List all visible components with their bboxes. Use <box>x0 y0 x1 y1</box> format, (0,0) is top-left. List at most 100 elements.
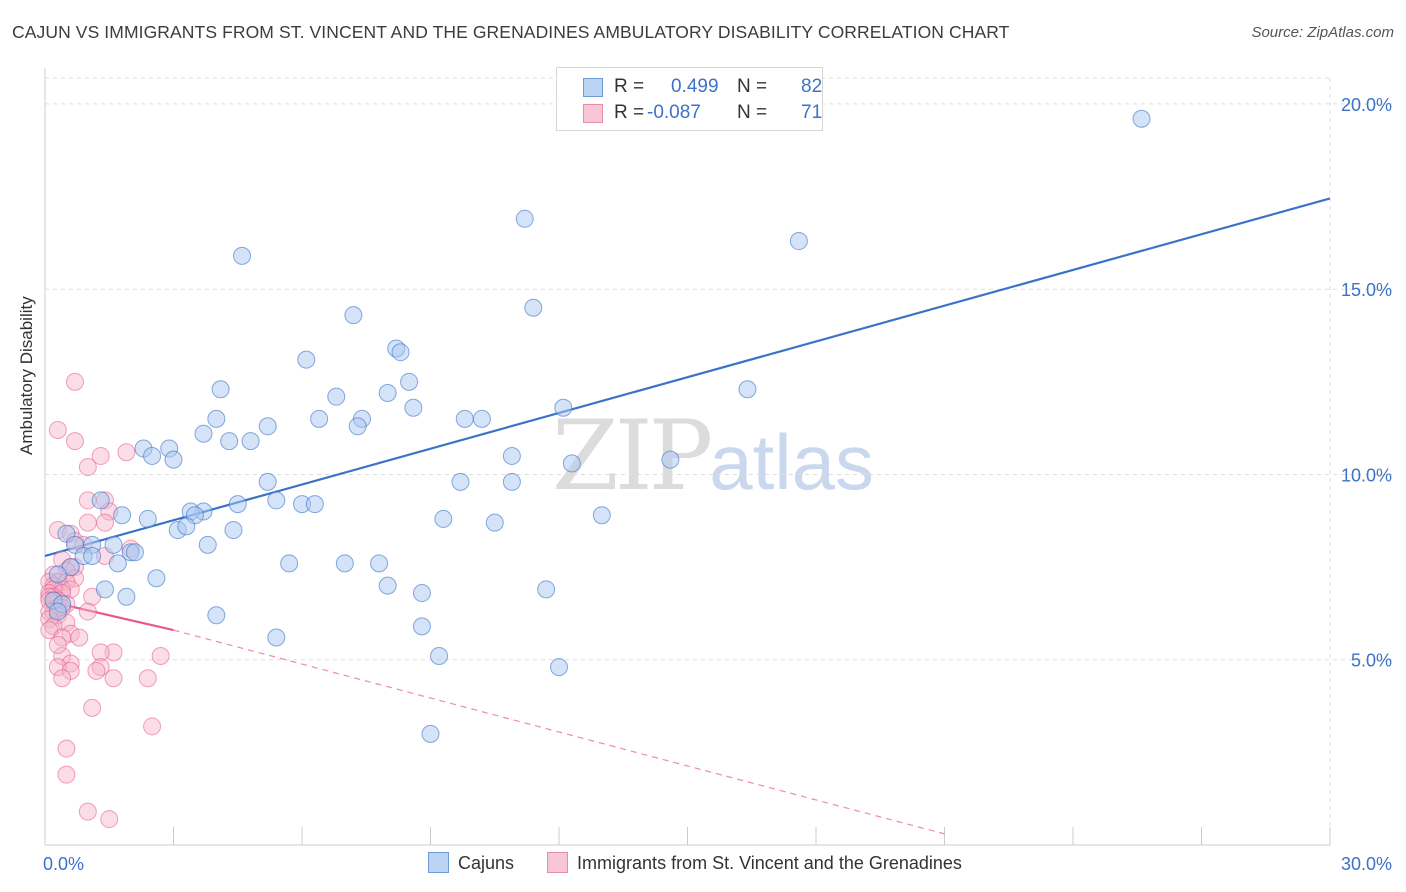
data-point-cajuns <box>280 554 299 573</box>
data-point-immigrants <box>83 698 102 717</box>
data-point-cajuns <box>91 491 110 510</box>
data-point-immigrants <box>65 432 84 451</box>
data-point-cajuns <box>562 454 581 473</box>
data-point-cajuns <box>502 472 521 491</box>
watermark-atlas: atlas <box>709 418 874 506</box>
watermark-zip: ZIP <box>552 400 713 512</box>
data-point-cajuns <box>370 554 389 573</box>
data-point-cajuns <box>412 617 431 636</box>
data-point-cajuns <box>143 446 162 465</box>
data-point-cajuns <box>104 535 123 554</box>
x-tick-label: 30.0% <box>1341 854 1392 874</box>
data-point-cajuns <box>177 517 196 536</box>
data-point-cajuns <box>267 628 286 647</box>
legend-item-immigrants[interactable]: Immigrants from St. Vincent and the Gren… <box>547 852 962 874</box>
data-point-immigrants <box>57 765 76 784</box>
data-point-immigrants <box>104 669 123 688</box>
data-point-cajuns <box>400 372 419 391</box>
data-point-cajuns <box>524 298 543 317</box>
chart-title: CAJUN VS IMMIGRANTS FROM ST. VINCENT AND… <box>12 22 1010 42</box>
watermark: ZIPatlas <box>552 400 874 512</box>
data-point-cajuns <box>211 380 230 399</box>
data-point-immigrants <box>78 513 97 532</box>
data-point-cajuns <box>378 383 397 402</box>
data-point-cajuns <box>451 472 470 491</box>
legend-swatch-pink <box>547 852 569 873</box>
legend-item-cajuns[interactable]: Cajuns <box>428 852 514 874</box>
data-point-cajuns <box>344 306 363 325</box>
data-point-cajuns <box>404 398 423 417</box>
data-point-cajuns <box>207 606 226 625</box>
data-point-cajuns <box>48 565 67 584</box>
tick-labels: 5.0% 10.0% 15.0% 20.0% 0.0% 30.0% <box>43 95 1392 874</box>
y-axis-label: Ambulatory Disability <box>17 296 36 455</box>
data-point-immigrants <box>65 372 84 391</box>
data-point-cajuns <box>434 509 453 528</box>
data-point-cajuns <box>515 209 534 228</box>
trend-line-immigrants-extrapolated <box>173 629 945 835</box>
data-point-cajuns <box>267 491 286 510</box>
data-point-cajuns <box>310 409 329 428</box>
legend-r-label: R = <box>614 76 645 97</box>
data-point-cajuns <box>258 417 277 436</box>
data-point-cajuns <box>83 546 102 565</box>
legend-label-cajuns: Cajuns <box>458 853 515 873</box>
data-point-cajuns <box>198 535 217 554</box>
data-point-cajuns <box>335 554 354 573</box>
data-point-cajuns <box>164 450 183 469</box>
y-tick-label: 15.0% <box>1341 280 1392 300</box>
data-point-cajuns <box>738 380 757 399</box>
y-tick-label: 5.0% <box>1351 651 1392 671</box>
data-point-cajuns <box>108 554 127 573</box>
data-point-cajuns <box>228 495 247 514</box>
legend-swatch-blue <box>583 78 603 97</box>
data-point-cajuns <box>207 409 226 428</box>
data-point-cajuns <box>1132 109 1151 128</box>
data-point-cajuns <box>117 587 136 606</box>
trend-lines <box>44 197 1331 835</box>
data-point-cajuns <box>113 506 132 525</box>
data-point-cajuns <box>391 343 410 362</box>
data-point-immigrants <box>78 602 97 621</box>
data-point-immigrants <box>138 669 157 688</box>
data-point-cajuns <box>592 506 611 525</box>
data-point-cajuns <box>258 472 277 491</box>
data-point-immigrants <box>91 446 110 465</box>
data-point-cajuns <box>125 543 144 562</box>
data-points <box>40 109 1151 829</box>
y-tick-label: 20.0% <box>1341 95 1392 115</box>
data-point-cajuns <box>194 424 213 443</box>
data-point-immigrants <box>104 643 123 662</box>
data-point-cajuns <box>95 580 114 599</box>
data-point-immigrants <box>143 717 162 736</box>
data-point-cajuns <box>537 580 556 599</box>
data-point-cajuns <box>138 509 157 528</box>
data-point-cajuns <box>147 569 166 588</box>
data-point-cajuns <box>430 647 449 666</box>
data-point-cajuns <box>48 602 67 621</box>
data-point-cajuns <box>554 398 573 417</box>
data-point-cajuns <box>241 432 260 451</box>
data-point-immigrants <box>48 635 67 654</box>
legend-n-label: N = <box>737 102 768 123</box>
trend-line-cajuns <box>44 197 1331 558</box>
data-point-cajuns <box>455 409 474 428</box>
data-point-cajuns <box>305 495 324 514</box>
data-point-cajuns <box>789 232 808 251</box>
axes <box>44 68 1331 846</box>
data-point-cajuns <box>550 658 568 677</box>
data-point-cajuns <box>233 246 252 265</box>
data-point-cajuns <box>661 450 680 469</box>
legend-n-value: 82 <box>801 76 823 97</box>
data-point-immigrants <box>70 628 89 647</box>
data-point-cajuns <box>348 417 367 436</box>
source-label: Source: ZipAtlas.com <box>1251 24 1394 41</box>
data-point-cajuns <box>472 409 491 428</box>
data-point-cajuns <box>421 724 440 743</box>
data-point-immigrants <box>100 810 119 829</box>
legend-swatch-pink <box>583 104 603 123</box>
data-point-immigrants <box>95 513 114 532</box>
data-point-cajuns <box>378 576 397 595</box>
data-point-immigrants <box>78 458 97 477</box>
data-point-immigrants <box>87 661 106 680</box>
